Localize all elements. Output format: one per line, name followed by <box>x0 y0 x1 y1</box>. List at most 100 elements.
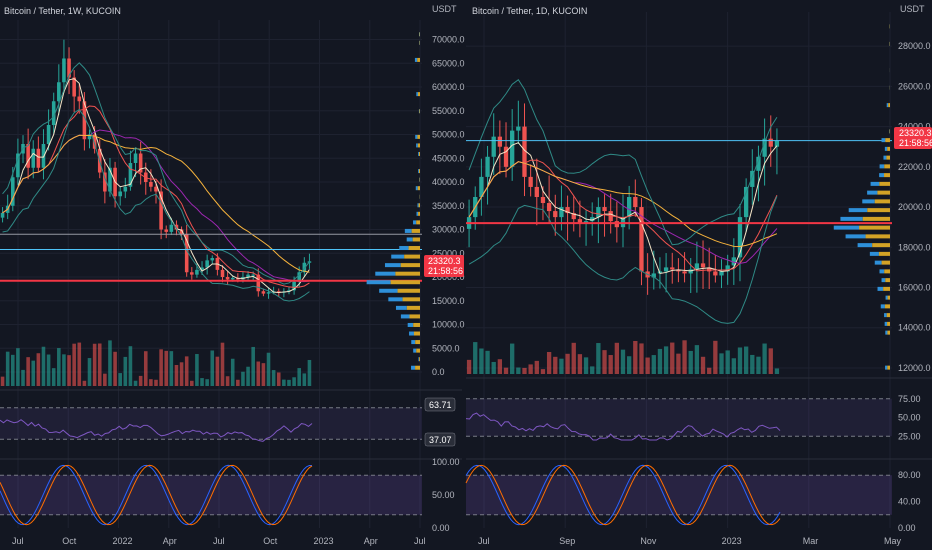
volume-bar <box>77 342 82 386</box>
rsi-upper-badge: 63.71 <box>424 397 456 412</box>
profile-bar <box>885 330 888 335</box>
time-tick-label: Oct <box>263 536 278 546</box>
left-last-price: 23320.3 <box>428 256 461 266</box>
profile-bar <box>877 286 884 291</box>
time-tick-label: Jul <box>414 536 426 546</box>
profile-bar <box>384 263 401 268</box>
rsi-band <box>466 398 892 437</box>
volume-bar <box>51 368 56 386</box>
candle-body <box>559 207 564 218</box>
right-stoch-panel[interactable] <box>465 464 892 526</box>
left-rsi-panel[interactable] <box>0 407 422 442</box>
profile-bar <box>379 288 398 293</box>
time-tick-label: Nov <box>640 536 657 546</box>
volume-bar <box>16 348 20 386</box>
candle-body <box>479 176 484 197</box>
volume-bar <box>184 356 189 386</box>
candle-body <box>491 136 496 157</box>
right-price-axis[interactable]: 28000.0 26000.0 24000.0 22000.0 20000.0 18000… <box>898 41 931 533</box>
right-last-price: 23320.3 <box>899 128 932 138</box>
right-rsi-panel[interactable] <box>465 398 892 441</box>
left-stoch-panel[interactable] <box>0 464 422 526</box>
volume-bar <box>663 346 669 374</box>
volume-bar <box>67 355 71 386</box>
ma-long-line <box>2 134 310 273</box>
profile-bar <box>399 246 409 251</box>
price-tick-label: 30000.0 <box>432 225 465 235</box>
profile-bar <box>416 348 420 353</box>
profile-bar <box>867 190 878 195</box>
volume-bar <box>190 380 194 386</box>
candle-body <box>220 269 225 277</box>
profile-bar <box>406 305 420 310</box>
right-currency-label: USDT <box>900 4 925 14</box>
price-tick-label: 22000.0 <box>898 162 931 172</box>
candle-body <box>67 58 71 78</box>
volume-bar <box>719 353 724 374</box>
candle-body <box>266 292 271 294</box>
profile-bar <box>862 216 890 221</box>
profile-bar <box>833 225 860 230</box>
profile-bar <box>416 211 419 216</box>
profile-bar <box>366 280 391 285</box>
left-time-axis[interactable]: Jul Oct 2022 Apr Jul Oct 2023 Apr Jul <box>12 536 426 546</box>
candle-body <box>516 126 521 131</box>
volume-bar <box>169 351 174 386</box>
volume-bar <box>768 348 773 374</box>
right-time-axis[interactable]: Jul Sep Nov 2023 Mar May <box>478 536 902 546</box>
profile-bar <box>408 246 420 251</box>
candle-body <box>731 257 736 266</box>
volume-bar <box>57 348 61 386</box>
right-price-panel[interactable] <box>466 78 892 324</box>
volume-bar <box>133 380 138 386</box>
candle-body <box>577 219 583 224</box>
volume-bar <box>210 350 215 386</box>
volume-bar <box>82 380 87 386</box>
price-tick-label: 25000.0 <box>432 248 465 258</box>
ma-fast-line <box>468 142 778 274</box>
profile-bar <box>887 295 890 300</box>
candle-body <box>72 77 76 97</box>
ma-fast-line <box>2 78 310 293</box>
volume-bar <box>108 340 112 386</box>
profile-bar <box>418 151 420 156</box>
profile-bar <box>886 313 890 318</box>
candle-body <box>540 197 546 204</box>
candle-body <box>16 153 20 178</box>
stoch-tick-label: 50.00 <box>432 490 455 500</box>
profile-bar <box>418 151 419 156</box>
profile-bar <box>879 181 890 186</box>
candle-body <box>77 96 82 102</box>
volume-bar <box>21 369 25 386</box>
profile-bar <box>848 208 868 213</box>
ma-long-line <box>468 161 778 247</box>
volume-bar <box>713 340 718 374</box>
profile-bar <box>418 169 420 174</box>
candle-body <box>195 269 199 275</box>
profile-bar <box>395 271 420 276</box>
profile-bar <box>418 203 420 208</box>
profile-bar <box>415 365 420 370</box>
volume-bar <box>0 376 5 386</box>
profile-bar <box>857 243 873 248</box>
stoch-band <box>0 475 422 515</box>
left-countdown: 21:58:56 <box>428 266 463 276</box>
band-upper-line <box>2 62 310 285</box>
profile-bar <box>416 143 418 148</box>
profile-bar <box>417 203 419 208</box>
left-price-panel[interactable] <box>0 39 422 302</box>
profile-bar <box>887 330 890 335</box>
profile-bar <box>413 348 417 353</box>
candle-body <box>200 267 204 270</box>
candle-body <box>750 170 755 187</box>
volume-bar <box>491 361 496 374</box>
volume-bar <box>46 354 51 386</box>
profile-bar <box>404 228 412 233</box>
candle-body <box>205 260 209 268</box>
stoch-tick-label: 80.00 <box>898 470 921 480</box>
volume-bar <box>590 366 595 374</box>
candle-body <box>713 271 718 276</box>
profile-bar <box>415 134 418 139</box>
profile-bar <box>888 103 890 108</box>
